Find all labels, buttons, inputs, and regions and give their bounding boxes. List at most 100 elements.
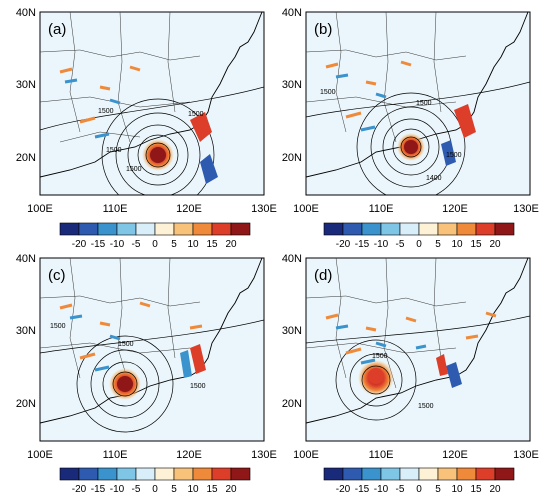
colorbar-swatch [230,222,251,236]
geopotential-contours [40,319,264,433]
coastline [40,12,263,178]
band-blue [200,154,218,184]
colorbar-tick-label: -20 [72,484,87,495]
colorbar-tick-label: -15 [91,239,106,250]
colorbar-tick-label: -20 [336,484,351,495]
colorbar-swatch [494,467,515,481]
colorbar-swatch [342,222,363,236]
colorbar-tick-label: 20 [489,484,501,495]
contour-labels: 1500 1500 1500 1400 [320,89,462,182]
svg-text:20N: 20N [16,398,36,410]
colorbar-swatch [211,467,232,481]
contour-labels: 1500 1500 1500 1500 [98,108,204,173]
colorbar-swatch [475,467,496,481]
svg-text:1500: 1500 [320,89,336,96]
svg-text:110E: 110E [369,449,394,461]
svg-text:110E: 110E [369,203,394,215]
svg-text:20N: 20N [282,398,302,410]
svg-text:130E: 130E [251,203,277,215]
colorbar-tick-label: 5 [171,239,177,250]
svg-text:130E: 130E [251,449,277,461]
colorbar-swatch [211,222,232,236]
colorbar-tick-label: 10 [451,484,463,495]
svg-text:1500: 1500 [98,108,114,115]
colorbar-swatch [78,222,99,236]
colorbar-swatch [154,222,175,236]
colorbar-swatch [192,222,213,236]
svg-text:1500: 1500 [446,152,462,159]
colorbar-tick-label: 20 [225,239,237,250]
colorbar-tick-label: -15 [355,239,370,250]
colorbar-tick-label: -5 [132,484,141,495]
band-red [454,104,476,138]
colorbar-swatch [230,467,251,481]
colorbar-swatch [456,222,477,236]
colorbar: -20 -15 -10 -5 0 5 10 15 20 [59,222,251,250]
field-layer [306,258,530,424]
colorbar-tick-label: 15 [470,239,482,250]
svg-text:30N: 30N [16,79,36,91]
contour-labels: 1500 1500 [372,353,434,410]
colorbar-swatch [456,467,477,481]
field-layer [40,258,264,433]
colorbar-swatch [399,467,420,481]
svg-text:1500: 1500 [372,353,388,360]
colorbar-swatch [135,467,156,481]
colorbar-swatch [399,222,420,236]
svg-text:1400: 1400 [426,175,442,182]
colorbar-tick-label: -10 [374,239,389,250]
panel-b: (b) 40N 30N 20N 100E 110E 120E 130E 1500… [282,7,539,215]
svg-text:40N: 40N [282,7,302,19]
svg-text:120E: 120E [442,203,468,215]
y-axis: 40N 30N 20N [282,7,302,164]
colorbar-tick-label: 20 [489,239,501,250]
colorbar-tick-label: -5 [396,239,405,250]
colorbar: -20 -15 -10 -5 0 5 10 15 20 [323,222,515,250]
svg-text:40N: 40N [16,253,36,265]
svg-text:110E: 110E [103,449,128,461]
colorbar-swatch [116,467,137,481]
y-axis: 40N 30N 20N [16,7,36,164]
svg-text:1500: 1500 [418,403,434,410]
svg-text:30N: 30N [282,79,302,91]
svg-text:30N: 30N [16,325,36,337]
colorbar-swatch [418,222,439,236]
colorbar-swatch [361,222,382,236]
svg-text:100E: 100E [293,449,319,461]
colorbar: -20 -15 -10 -5 0 5 10 15 20 [323,467,515,495]
map-frame [39,257,265,442]
panel-label: (c) [48,267,66,284]
colorbar-tick-label: 5 [435,484,441,495]
x-axis: 100E 110E 120E 130E [293,449,539,461]
svg-text:40N: 40N [282,253,302,265]
colorbar-swatch [78,467,99,481]
panel-label: (a) [48,21,66,38]
panel-label: (b) [314,21,332,38]
svg-text:130E: 130E [513,449,539,461]
svg-text:100E: 100E [293,203,319,215]
colorbar-tick-label: -15 [355,484,370,495]
band-red [436,354,448,376]
colorbar-tick-label: 5 [171,484,177,495]
svg-text:1500: 1500 [188,111,204,118]
colorbar-tick-label: 0 [152,484,158,495]
svg-text:120E: 120E [442,449,468,461]
colorbar-swatch [475,222,496,236]
geopotential-contours [306,315,530,421]
colorbar-tick-label: -10 [110,239,125,250]
colorbar-tick-label: -5 [132,239,141,250]
svg-text:100E: 100E [27,449,53,461]
colorbar-swatch [418,467,439,481]
svg-text:130E: 130E [513,203,539,215]
colorbar-swatch [361,467,382,481]
coastline [306,258,529,424]
panel-label: (d) [314,267,332,284]
colorbar-tick-label: -15 [91,484,106,495]
svg-text:40N: 40N [16,7,36,19]
colorbar-swatch [380,467,401,481]
svg-text:1500: 1500 [416,100,432,107]
colorbar-tick-label: 5 [435,239,441,250]
colorbar-tick-label: 15 [470,484,482,495]
coastline [40,258,263,424]
